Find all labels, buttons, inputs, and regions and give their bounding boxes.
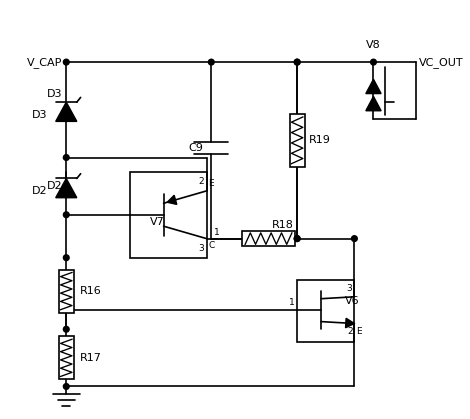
Text: 3: 3: [347, 285, 352, 293]
Bar: [297, 279, 354, 341]
Text: D3: D3: [47, 88, 63, 98]
Text: E: E: [356, 327, 362, 336]
Polygon shape: [56, 102, 77, 122]
Circle shape: [371, 59, 376, 65]
Circle shape: [352, 236, 357, 241]
Text: D3: D3: [31, 110, 47, 119]
Circle shape: [294, 236, 300, 241]
Circle shape: [63, 326, 69, 332]
Polygon shape: [366, 79, 381, 93]
Circle shape: [63, 212, 69, 217]
Text: V8: V8: [366, 40, 381, 50]
Text: D2: D2: [47, 181, 63, 191]
Text: R17: R17: [79, 353, 102, 363]
Circle shape: [63, 155, 69, 160]
Text: E: E: [208, 179, 214, 189]
Polygon shape: [167, 195, 177, 204]
Circle shape: [294, 59, 300, 65]
Text: D2: D2: [31, 186, 47, 196]
Text: V6: V6: [345, 296, 360, 305]
Circle shape: [63, 384, 69, 389]
Circle shape: [208, 59, 214, 65]
Bar: [59, 336, 74, 379]
Circle shape: [294, 59, 300, 65]
Text: 3: 3: [198, 244, 204, 253]
Polygon shape: [366, 96, 381, 111]
Text: V7: V7: [149, 217, 164, 228]
Text: R18: R18: [272, 220, 294, 230]
Text: C: C: [208, 241, 215, 250]
Bar: [130, 172, 206, 258]
Text: R16: R16: [79, 286, 102, 296]
Bar: [290, 114, 305, 167]
Polygon shape: [56, 178, 77, 198]
Text: 1: 1: [289, 298, 294, 307]
Text: 2: 2: [347, 327, 352, 336]
Text: 1: 1: [214, 228, 220, 238]
Bar: [59, 269, 74, 313]
Text: 2: 2: [198, 176, 204, 186]
Text: C9: C9: [189, 143, 204, 153]
Circle shape: [63, 255, 69, 261]
Circle shape: [294, 236, 300, 241]
Text: VC_OUT: VC_OUT: [419, 57, 464, 67]
Text: V_CAP: V_CAP: [27, 57, 63, 67]
Text: R19: R19: [309, 135, 330, 145]
Polygon shape: [345, 318, 354, 328]
Bar: [243, 231, 295, 246]
Circle shape: [63, 59, 69, 65]
